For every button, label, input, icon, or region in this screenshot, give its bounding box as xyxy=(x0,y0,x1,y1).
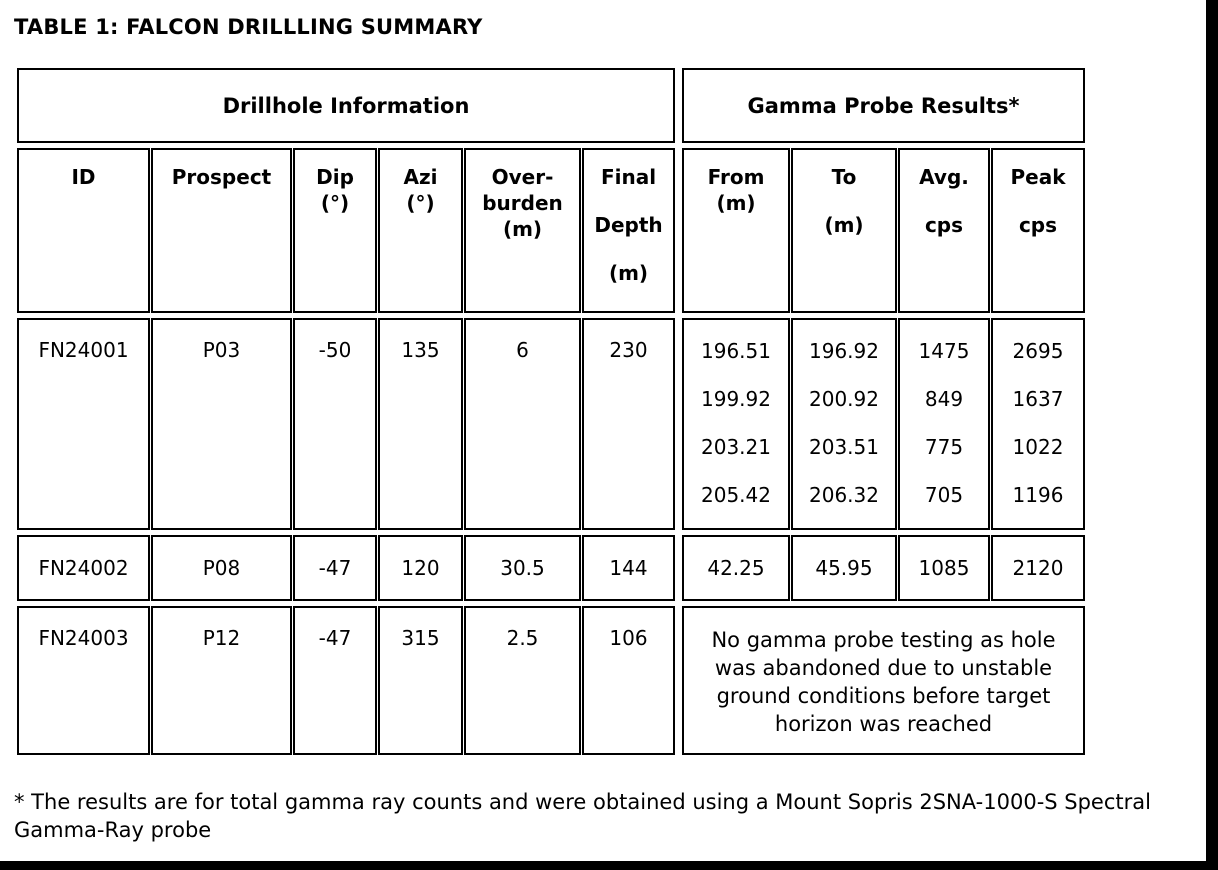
gamma-note-text: No gamma probe testing as hole was aband… xyxy=(711,628,1056,736)
col-header-line: (m) xyxy=(502,217,543,241)
col-header-azi: Azi (°) xyxy=(378,148,463,313)
cell-dip: -50 xyxy=(293,318,377,530)
col-header-prospect: Prospect xyxy=(151,148,292,313)
cell-azi: 315 xyxy=(378,606,463,755)
gamma-value: 1637 xyxy=(1012,387,1064,411)
col-header-line: Depth xyxy=(594,213,663,237)
gamma-value: 849 xyxy=(924,387,964,411)
col-header-line: To xyxy=(831,165,857,189)
gamma-note-cell: No gamma probe testing as hole was aband… xyxy=(682,606,1085,755)
cell-overburden: 2.5 xyxy=(464,606,581,755)
cell-dip: -47 xyxy=(293,606,377,755)
gamma-value: 199.92 xyxy=(701,387,771,411)
gamma-row-fn24001: 196.51 199.92 203.21 205.42 196.92 200.9… xyxy=(682,318,1085,530)
col-header-line: (°) xyxy=(406,191,435,215)
footnote-line: * The results are for total gamma ray co… xyxy=(14,790,1151,814)
cell-from-values: 42.25 xyxy=(682,535,790,601)
gamma-value: 1022 xyxy=(1012,435,1064,459)
col-header-overburden: Over- burden (m) xyxy=(464,148,581,313)
cell-from-values: 196.51 199.92 203.21 205.42 xyxy=(682,318,790,530)
cell-to-values: 45.95 xyxy=(791,535,897,601)
col-header-line: Final xyxy=(600,165,657,189)
col-header-line: From xyxy=(707,165,765,189)
cell-azi: 120 xyxy=(378,535,463,601)
gamma-value: 196.51 xyxy=(701,339,771,363)
cell-peak-values: 2695 1637 1022 1196 xyxy=(991,318,1085,530)
data-row-fn24002: FN24002 P08 -47 120 30.5 144 xyxy=(17,535,675,601)
cell-id: FN24001 xyxy=(17,318,150,530)
gamma-results-table: Gamma Probe Results* From (m) To (m) Avg… xyxy=(681,63,1086,760)
col-header-avg-cps: Avg. cps xyxy=(898,148,990,313)
col-header-line: (m) xyxy=(824,213,864,237)
gamma-value: 196.92 xyxy=(809,339,879,363)
drillhole-info-table: Drillhole Information ID Prospect Dip (°… xyxy=(16,63,676,760)
cell-overburden: 6 xyxy=(464,318,581,530)
gamma-value: 205.42 xyxy=(701,483,771,507)
col-header-line: Over- xyxy=(491,165,554,189)
col-header-id: ID xyxy=(17,148,150,313)
column-header-row: From (m) To (m) Avg. cps Peak cps xyxy=(682,148,1085,313)
cell-final-depth: 144 xyxy=(582,535,675,601)
cell-final-depth: 106 xyxy=(582,606,675,755)
gamma-section-header: Gamma Probe Results* xyxy=(682,68,1085,143)
cell-prospect: P08 xyxy=(151,535,292,601)
col-header-dip: Dip (°) xyxy=(293,148,377,313)
col-header-line: Prospect xyxy=(171,165,272,189)
gamma-value: 203.51 xyxy=(809,435,879,459)
col-header-line: ID xyxy=(71,165,96,189)
gamma-value: 705 xyxy=(924,483,964,507)
cell-to-values: 196.92 200.92 203.51 206.32 xyxy=(791,318,897,530)
col-header-line: Peak xyxy=(1010,165,1066,189)
section-header-row: Drillhole Information xyxy=(17,68,675,143)
data-row-fn24003: FN24003 P12 -47 315 2.5 106 xyxy=(17,606,675,755)
gamma-value: 203.21 xyxy=(701,435,771,459)
col-header-peak-cps: Peak cps xyxy=(991,148,1085,313)
col-header-line: (m) xyxy=(608,261,649,285)
page-title: TABLE 1: FALCON DRILLLING SUMMARY xyxy=(14,15,483,39)
col-header-to: To (m) xyxy=(791,148,897,313)
cell-dip: -47 xyxy=(293,535,377,601)
col-header-line: Avg. xyxy=(919,165,969,189)
gamma-value: 1475 xyxy=(918,339,970,363)
col-header-line: (°) xyxy=(320,191,350,215)
summary-table: Drillhole Information ID Prospect Dip (°… xyxy=(16,63,1086,760)
gamma-value: 775 xyxy=(924,435,964,459)
gamma-value: 1196 xyxy=(1012,483,1064,507)
gamma-value: 2695 xyxy=(1012,339,1064,363)
cell-final-depth: 230 xyxy=(582,318,675,530)
col-header-line: cps xyxy=(1018,213,1058,237)
cell-id: FN24003 xyxy=(17,606,150,755)
gamma-row-fn24002: 42.25 45.95 1085 2120 xyxy=(682,535,1085,601)
data-row-fn24001: FN24001 P03 -50 135 6 230 xyxy=(17,318,675,530)
cell-avg-values: 1085 xyxy=(898,535,990,601)
drillhole-section-header: Drillhole Information xyxy=(17,68,675,143)
cell-prospect: P03 xyxy=(151,318,292,530)
cell-azi: 135 xyxy=(378,318,463,530)
screen-edge-right xyxy=(1206,0,1218,870)
col-header-final-depth: Final Depth (m) xyxy=(582,148,675,313)
cell-prospect: P12 xyxy=(151,606,292,755)
col-header-line: (m) xyxy=(716,191,756,215)
col-header-line: cps xyxy=(924,213,964,237)
footnote-line: Gamma-Ray probe xyxy=(14,818,212,842)
gamma-value: 206.32 xyxy=(809,483,879,507)
col-header-from: From (m) xyxy=(682,148,790,313)
col-header-line: Dip xyxy=(316,165,354,189)
cell-overburden: 30.5 xyxy=(464,535,581,601)
cell-id: FN24002 xyxy=(17,535,150,601)
column-header-row: ID Prospect Dip (°) Azi (°) Over- burden… xyxy=(17,148,675,313)
gamma-value: 200.92 xyxy=(809,387,879,411)
gamma-row-fn24003: No gamma probe testing as hole was aband… xyxy=(682,606,1085,755)
section-header-row: Gamma Probe Results* xyxy=(682,68,1085,143)
col-header-line: Azi xyxy=(403,165,438,189)
cell-avg-values: 1475 849 775 705 xyxy=(898,318,990,530)
cell-peak-values: 2120 xyxy=(991,535,1085,601)
col-header-line: burden xyxy=(482,191,563,215)
screen-edge-bottom xyxy=(0,861,1218,870)
footnote: * The results are for total gamma ray co… xyxy=(14,788,1209,844)
